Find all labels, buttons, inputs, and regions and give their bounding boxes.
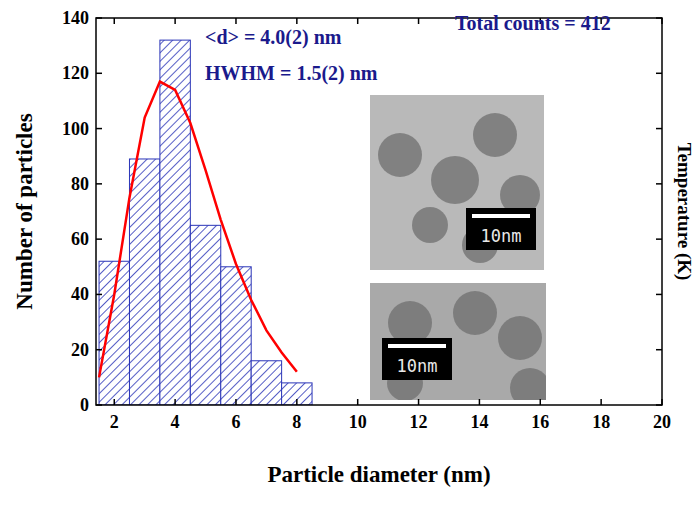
y-tick-label: 60 bbox=[71, 229, 89, 249]
y2-axis-title: Temperature (K) bbox=[673, 143, 695, 281]
y-tick-label: 80 bbox=[71, 174, 89, 194]
scale-bar bbox=[388, 344, 446, 348]
x-tick-top bbox=[174, 18, 176, 24]
inset-particle bbox=[510, 368, 546, 400]
scale-bar bbox=[472, 214, 530, 218]
x-tick bbox=[296, 399, 298, 405]
x-tick-top bbox=[661, 18, 663, 24]
annotation: <d> = 4.0(2) nm bbox=[205, 26, 342, 49]
x-tick bbox=[479, 399, 481, 405]
x-tick-top bbox=[235, 18, 237, 24]
x-tick-label: 2 bbox=[110, 412, 119, 432]
x-tick bbox=[661, 399, 663, 405]
y-tick bbox=[96, 349, 102, 351]
y-tick-label: 20 bbox=[71, 340, 89, 360]
y-tick-right bbox=[656, 183, 662, 185]
x-tick-label: 6 bbox=[231, 412, 240, 432]
y-tick bbox=[96, 404, 102, 406]
y-tick bbox=[96, 73, 102, 75]
y-tick bbox=[96, 183, 102, 185]
histogram-bar bbox=[282, 383, 312, 405]
inset-particles bbox=[378, 113, 540, 263]
x-tick-top bbox=[357, 18, 359, 24]
inset-particle bbox=[378, 133, 422, 177]
histogram-bar bbox=[251, 361, 281, 405]
inset-particle bbox=[473, 113, 517, 157]
x-tick bbox=[418, 399, 420, 405]
y-tick bbox=[96, 17, 102, 19]
x-tick bbox=[174, 399, 176, 405]
x-tick-label: 18 bbox=[592, 412, 610, 432]
y-tick-label: 120 bbox=[62, 63, 89, 83]
inset-image: 10nm bbox=[370, 283, 550, 408]
y-tick-label: 40 bbox=[71, 284, 89, 304]
x-tick-label: 10 bbox=[349, 412, 367, 432]
x-tick bbox=[114, 399, 116, 405]
chart: 10nm 10nm 2 4 6 8 10 12 14 16 18 20 0 20 40 60 80 100 120 1… bbox=[0, 0, 698, 510]
y-tick-right bbox=[656, 73, 662, 75]
x-tick-top bbox=[296, 18, 298, 24]
inset-particles bbox=[387, 291, 546, 400]
inset-particle bbox=[412, 207, 448, 243]
plot-frame bbox=[96, 18, 662, 405]
inset-particle bbox=[431, 156, 479, 204]
y-tick-right bbox=[656, 238, 662, 240]
inset-image: 10nm bbox=[370, 95, 544, 270]
plot-marks bbox=[99, 40, 312, 405]
x-tick-top bbox=[114, 18, 116, 24]
x-tick-label: 16 bbox=[531, 412, 549, 432]
y-tick bbox=[96, 238, 102, 240]
scale-bar-box bbox=[466, 208, 536, 250]
scale-bar-box bbox=[382, 338, 452, 380]
x-tick-top bbox=[418, 18, 420, 24]
inset-particle bbox=[453, 291, 497, 335]
histogram-bar bbox=[129, 159, 159, 405]
y-tick-label: 100 bbox=[62, 119, 89, 139]
y-tick-right bbox=[656, 294, 662, 296]
x-tick bbox=[235, 399, 237, 405]
y-tick-label: 140 bbox=[62, 8, 89, 28]
x-axis-title: Particle diameter (nm) bbox=[267, 462, 490, 487]
y-tick bbox=[96, 294, 102, 296]
y-tick-right bbox=[656, 404, 662, 406]
inset-particle bbox=[498, 316, 542, 360]
y-tick-right bbox=[656, 349, 662, 351]
x-tick bbox=[540, 399, 542, 405]
y-tick bbox=[96, 128, 102, 130]
annotation: HWHM = 1.5(2) nm bbox=[205, 62, 378, 85]
scale-label: 10nm bbox=[481, 226, 522, 246]
fit-curve bbox=[99, 82, 297, 378]
annotation: Total counts = 412 bbox=[455, 12, 611, 34]
x-tick-label: 4 bbox=[171, 412, 180, 432]
y-tick-label: 0 bbox=[80, 395, 89, 415]
x-tick-label: 14 bbox=[470, 412, 488, 432]
x-tick-label: 20 bbox=[653, 412, 671, 432]
x-tick-label: 12 bbox=[410, 412, 428, 432]
x-tick bbox=[600, 399, 602, 405]
histogram-bar bbox=[99, 261, 129, 405]
scale-label: 10nm bbox=[397, 356, 438, 376]
y-tick-right bbox=[656, 17, 662, 19]
histogram-bar bbox=[190, 225, 220, 405]
x-tick-label: 8 bbox=[292, 412, 301, 432]
y-axis-title: Number of particles bbox=[12, 113, 37, 309]
x-tick bbox=[357, 399, 359, 405]
y-tick-right bbox=[656, 128, 662, 130]
histogram-bar bbox=[160, 40, 190, 405]
inset-bg bbox=[370, 95, 544, 270]
